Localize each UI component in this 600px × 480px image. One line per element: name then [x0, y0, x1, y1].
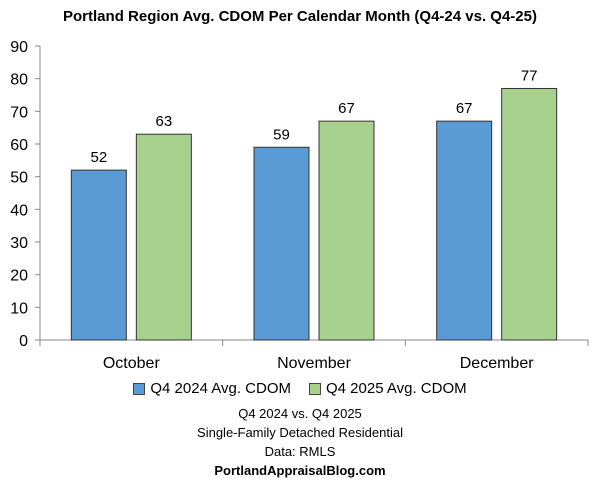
data-label: 52 [90, 149, 107, 166]
y-tick-label: 90 [10, 39, 28, 56]
bar-october-1 [135, 133, 192, 341]
footer-line-3: Data: RMLS [264, 444, 336, 459]
y-tick-label: 70 [10, 104, 28, 121]
y-tick-label: 60 [10, 137, 28, 154]
legend-swatch-2025 [309, 382, 321, 395]
y-tick-label: 10 [10, 300, 28, 317]
footer-line-4: PortlandAppraisalBlog.com [214, 463, 386, 478]
y-tick-label: 40 [10, 202, 28, 219]
data-label: 59 [273, 126, 290, 143]
bar-november-1 [318, 120, 375, 341]
x-tick-label: December [460, 355, 534, 372]
bar-november-0 [253, 146, 310, 341]
chart-title: Portland Region Avg. CDOM Per Calendar M… [63, 8, 537, 25]
bar-december-0 [436, 120, 493, 341]
legend-item-2024: Q4 2024 Avg. CDOM [133, 380, 291, 397]
y-tick-label: 0 [19, 333, 28, 350]
y-tick-label: 80 [10, 72, 28, 89]
bar-october-0 [70, 169, 127, 341]
legend: Q4 2024 Avg. CDOM Q4 2025 Avg. CDOM [0, 380, 600, 397]
legend-label-2025: Q4 2025 Avg. CDOM [326, 380, 467, 397]
data-label: 77 [521, 67, 538, 84]
footer-line-1: Q4 2024 vs. Q4 2025 [238, 406, 362, 421]
y-tick-label: 30 [10, 235, 28, 252]
y-tick-label: 20 [10, 268, 28, 285]
footer-line-2: Single-Family Detached Residential [197, 425, 403, 440]
bar-december-1 [501, 87, 558, 341]
legend-swatch-2024 [133, 382, 146, 395]
data-label: 67 [456, 100, 473, 117]
plot-area: 0 10 20 30 40 50 60 70 80 90 October 52 63 November 59… [10, 39, 589, 372]
legend-item-2025: Q4 2025 Avg. CDOM [309, 380, 467, 397]
data-label: 63 [155, 113, 172, 130]
x-tick-label: October [103, 355, 161, 372]
legend-label-2024: Q4 2024 Avg. CDOM [150, 380, 291, 397]
y-tick-label: 50 [10, 170, 28, 187]
x-tick-label: November [277, 355, 351, 372]
data-label: 67 [338, 100, 355, 117]
